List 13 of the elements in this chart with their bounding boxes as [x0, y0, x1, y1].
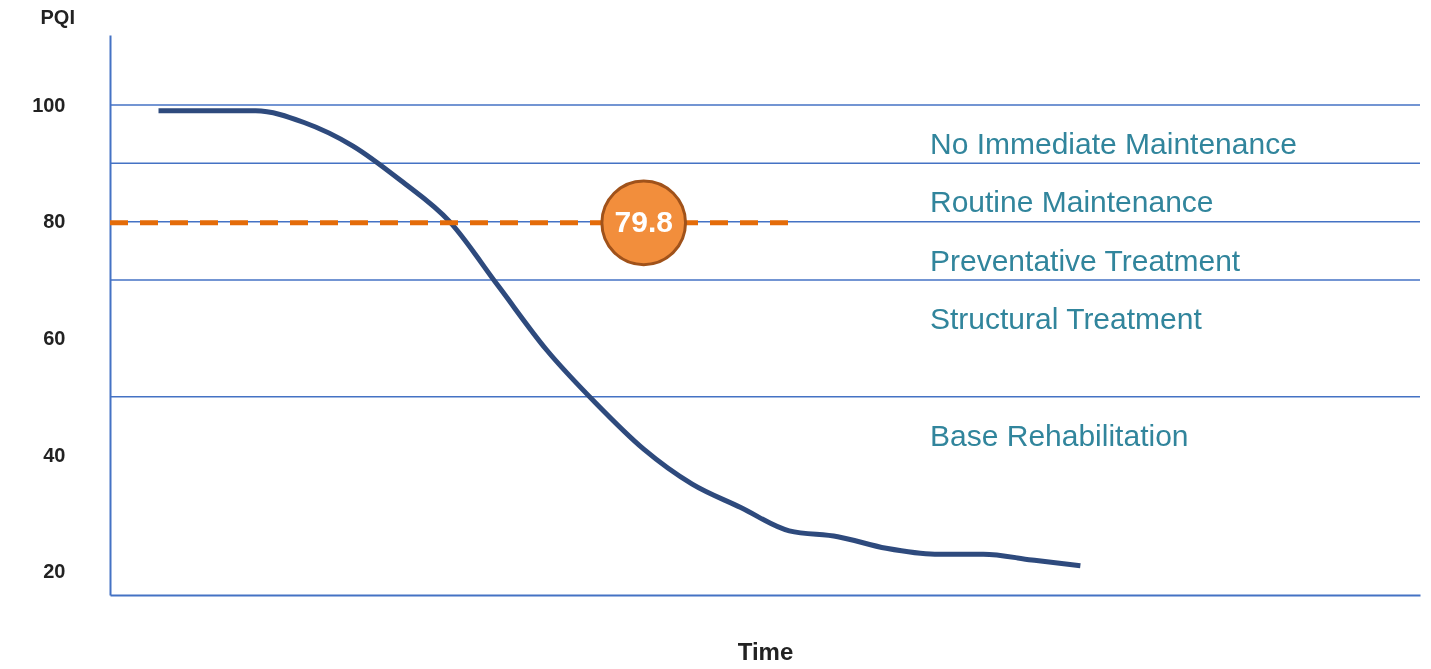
data-label: 79.8 — [614, 204, 673, 238]
y-tick-label: 20 — [43, 560, 66, 583]
ref-line-label: Structural Treatment — [930, 302, 1203, 335]
ref-line-label: Preventative Treatment — [930, 243, 1241, 277]
ref-line-label: Base Rehabilitation — [930, 418, 1189, 452]
y-tick-label: 40 — [43, 443, 66, 466]
y-tick-label: 80 — [43, 210, 66, 233]
y-axis-title: PQI — [40, 5, 75, 28]
y-tick-label: 60 — [43, 326, 66, 349]
ref-line-label: Routine Maintenance — [930, 185, 1214, 219]
ref-line-label: No Immediate Maintenance — [930, 127, 1297, 160]
y-tick-label: 100 — [32, 93, 66, 116]
x-axis-title: Time — [737, 637, 794, 665]
